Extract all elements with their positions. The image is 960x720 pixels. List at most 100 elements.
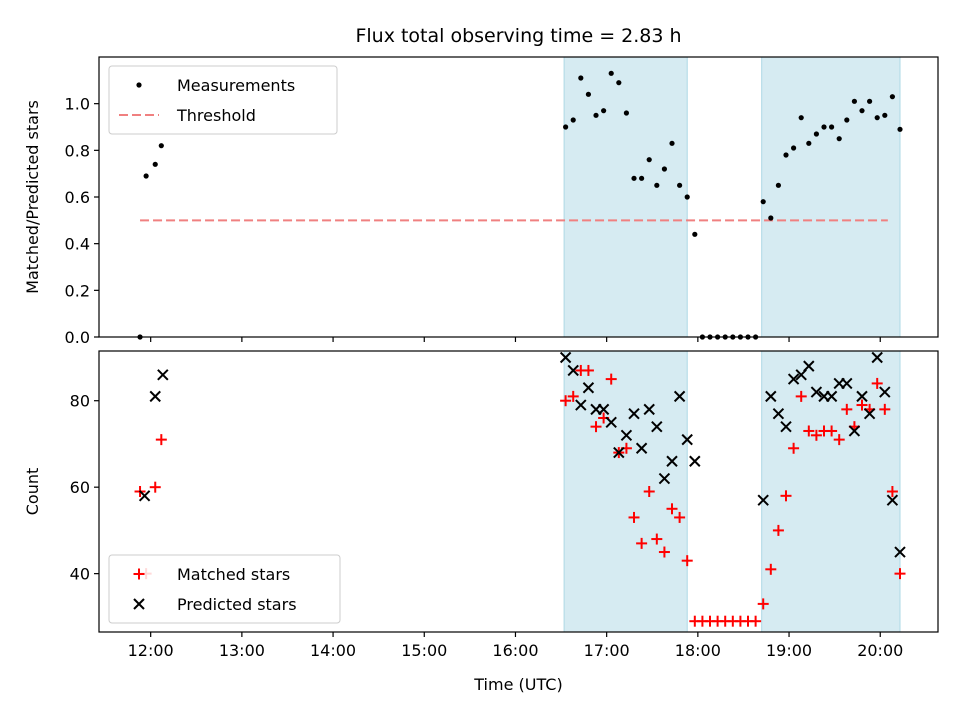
predicted-star-point xyxy=(567,364,579,377)
x-axis-label: Time (UTC) xyxy=(473,675,562,694)
observing-span xyxy=(761,56,901,338)
matched-star-point xyxy=(788,442,800,454)
predicted-star-point xyxy=(673,390,686,403)
predicted-star-point xyxy=(628,407,640,420)
predicted-star-point xyxy=(605,416,617,429)
predicted-star-point xyxy=(681,433,693,446)
predicted-star-point xyxy=(157,369,169,381)
top-panel-ratio: 0.0 0.2 0.4 0.6 0.8 1.0 Matched/Predicted star… xyxy=(23,56,939,347)
predicted-star-point xyxy=(765,390,777,403)
measurement-point xyxy=(158,143,164,149)
y-tick-label: 40 xyxy=(70,565,90,584)
measurement-point xyxy=(669,140,675,146)
y-tick-label: 0.6 xyxy=(65,188,90,207)
measurement-point xyxy=(654,182,660,188)
predicted-star-point xyxy=(871,351,883,364)
measurement-point xyxy=(639,175,645,181)
legend-label: Threshold xyxy=(176,106,256,125)
legend-box xyxy=(108,554,341,624)
matched-star-point xyxy=(894,568,906,580)
y-tick-label: 80 xyxy=(70,392,90,411)
measurement-point xyxy=(661,166,668,172)
observing-span xyxy=(761,350,901,633)
measurement-point xyxy=(829,124,835,130)
legend: Measurements Threshold xyxy=(108,65,338,135)
legend-marker-matched xyxy=(133,568,145,580)
predicted-star-point xyxy=(772,407,785,420)
measurement-point xyxy=(874,115,880,121)
matched-star-point xyxy=(560,395,572,407)
x-tick-label: 12:00 xyxy=(128,641,174,660)
predicted-star-point xyxy=(810,386,823,398)
legend-label: Predicted stars xyxy=(177,595,297,614)
legend-box xyxy=(108,65,338,135)
measurement-point xyxy=(851,98,858,104)
plot-frame xyxy=(98,350,939,633)
chart-title: Flux total observing time = 2.83 h xyxy=(355,25,681,47)
y-tick-label: 0.4 xyxy=(65,235,90,254)
predicted-star-point xyxy=(841,377,853,390)
matched-star-point xyxy=(651,533,663,545)
matched-star-point xyxy=(666,503,678,515)
measurement-point xyxy=(585,91,592,97)
predicted-star-point xyxy=(597,403,610,416)
measurement-point xyxy=(570,117,576,123)
measurement-point xyxy=(152,161,158,167)
measurement-point xyxy=(889,94,896,100)
predicted-star-point xyxy=(643,403,655,416)
matched-star-point xyxy=(674,511,686,523)
matched-star-point xyxy=(628,511,640,523)
matched-star-point xyxy=(833,434,845,446)
predicted-star-point xyxy=(689,455,701,467)
predicted-star-point xyxy=(138,490,151,502)
matched-star-point xyxy=(795,390,807,402)
predicted-star-point xyxy=(651,420,663,433)
measurement-point xyxy=(143,173,149,179)
predicted-star-point xyxy=(620,429,633,442)
x-tick-label: 14:00 xyxy=(310,641,356,660)
matched-star-point xyxy=(149,481,161,493)
measurement-point xyxy=(768,215,774,221)
measurement-point xyxy=(806,140,812,146)
predicted-star-point xyxy=(757,494,769,506)
measurement-point xyxy=(798,115,804,121)
x-tick-label: 15:00 xyxy=(401,641,447,660)
measurement-point xyxy=(623,110,630,116)
measurement-point xyxy=(844,117,850,123)
legend-label: Matched stars xyxy=(177,565,290,584)
legend-marker-measurements xyxy=(136,82,142,88)
predicted-star-point xyxy=(635,442,648,454)
matched-star-point xyxy=(750,615,762,627)
observing-span xyxy=(563,350,688,633)
y-tick-label: 60 xyxy=(70,478,90,497)
measurement-point xyxy=(608,70,614,76)
y-tick-label: 0.2 xyxy=(65,281,90,300)
measurement-point xyxy=(791,145,797,151)
predicted-star-point xyxy=(879,386,891,398)
predicted-star-point xyxy=(825,390,838,403)
measurement-point xyxy=(684,194,690,200)
predicted-star-point xyxy=(787,373,800,385)
matched-star-point xyxy=(826,425,838,437)
measurement-point xyxy=(783,152,789,158)
measurement-point xyxy=(646,157,652,163)
predicted-star-point xyxy=(848,425,861,437)
legend-marker-predicted xyxy=(133,598,145,610)
matched-star-point xyxy=(605,373,617,385)
matched-star-point xyxy=(810,429,822,441)
measurement-point xyxy=(760,199,766,205)
measurement-point xyxy=(593,112,599,118)
measurement-point xyxy=(578,75,584,81)
measurement-point xyxy=(677,182,683,188)
measurement-point xyxy=(882,112,888,118)
predicted-star-point xyxy=(613,446,625,459)
matched-star-point xyxy=(757,598,769,610)
measurement-point xyxy=(601,108,607,114)
predicted-star-point xyxy=(149,390,161,403)
matched-star-point xyxy=(841,403,853,415)
measurement-point xyxy=(867,98,873,104)
matched-star-point xyxy=(780,490,792,502)
matched-star-point xyxy=(658,546,670,558)
x-tick-label: 13:00 xyxy=(219,641,265,660)
measurement-point xyxy=(859,108,865,114)
